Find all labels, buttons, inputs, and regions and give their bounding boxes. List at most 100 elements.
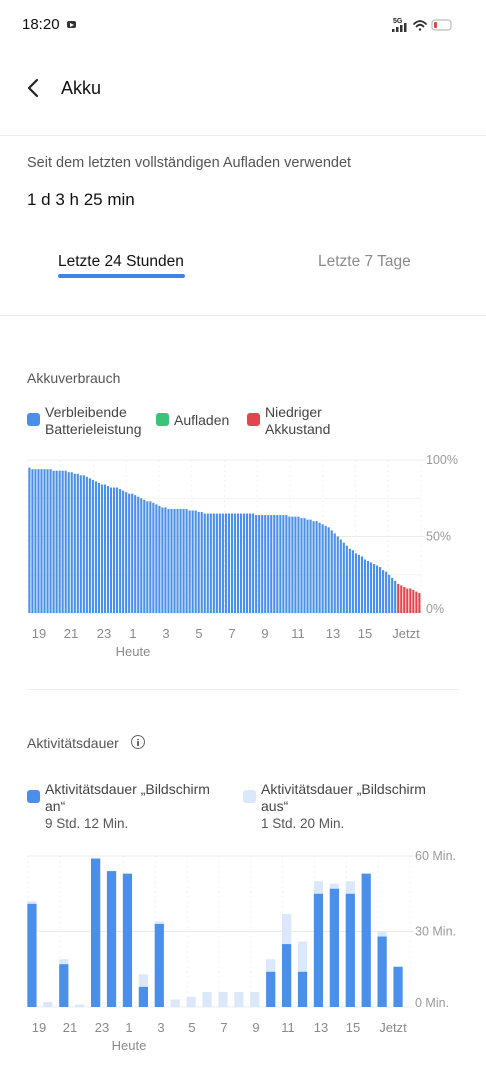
page-title: Akku [61,78,102,98]
battery-bar [294,516,297,613]
battery-bar [161,507,164,613]
battery-bar [61,470,64,613]
battery-bar [55,470,58,613]
screen-on-bar [345,893,355,1007]
battery-bar [200,512,203,613]
battery-bar [128,493,131,613]
info-icon[interactable] [131,735,145,749]
battery-bar [125,492,128,613]
battery-bar [146,501,149,613]
y-tick-label: 60 Min. [415,849,456,863]
battery-bar [249,513,252,613]
screen-off-bar [297,941,308,972]
battery-bar [206,513,209,613]
legend-screen-off-value: 1 Std. 20 Min. [261,816,345,831]
battery-bar [315,521,318,613]
battery-bar [97,482,101,613]
battery-bar [140,498,143,613]
screen-off-bar [234,991,244,1007]
battery-bar [188,510,191,613]
usage-duration: 1 d 3 h 25 min [27,190,135,209]
battery-bar [218,513,221,613]
battery-bar [354,553,357,613]
battery-bar [119,489,122,613]
battery-bar [285,515,288,613]
battery-bar [242,513,246,613]
x-tick-label: 11 [291,626,305,641]
legend-swatch-charging [156,413,169,426]
legend-screen-on-line2: an“ [45,798,66,814]
battery-bar [339,539,342,613]
screen-on-bar [377,936,387,1007]
battery-bar [418,593,421,613]
battery-bar [385,571,388,613]
battery-bar [91,479,94,613]
x-tick-label: 23 [95,1020,109,1035]
battery-bar [276,515,279,613]
battery-usage-title: Akkuverbrauch [27,370,121,386]
wifi-icon [413,20,427,31]
x-sublabel: Heute [116,644,151,659]
battery-bar [28,467,31,613]
screen-off-bar [186,996,196,1007]
x-tick-label: 5 [188,1020,195,1035]
tab-last-7-days[interactable]: Letzte 7 Tage [318,253,411,270]
battery-bar [388,574,391,613]
screen-off-bar [329,883,339,889]
battery-bar [109,487,113,613]
battery-bar [137,496,140,613]
battery-bar [52,470,55,613]
x-tick-label: 21 [64,626,78,641]
screen-on-bar [361,873,371,1007]
battery-bar [221,513,224,613]
battery-bar [351,550,354,613]
battery-bar [252,513,255,613]
screen-on-bar [27,903,37,1007]
battery-bar [357,554,360,613]
y-tick-label: 0 Min. [415,996,449,1010]
battery-bar [37,469,40,613]
x-tick-label: 23 [97,626,111,641]
screen-on-bar [329,888,339,1007]
battery-bar [227,513,230,613]
battery-bar [366,560,370,613]
battery-bar [345,545,348,613]
battery-bar [70,472,73,613]
battery-bar [122,490,125,613]
battery-bar [291,516,294,613]
battery-bar [397,583,400,613]
screen-on-bar [122,873,133,1007]
screen-off-bar [377,931,387,937]
battery-bar [155,504,158,613]
legend-screen-on: Aktivitätsdauer „Bildschirm an“ 9 Std. 1… [45,781,210,832]
screen-on-bar [59,964,69,1007]
battery-bar [194,510,197,613]
battery-bar [273,515,276,613]
battery-bar [179,508,182,613]
battery-icon [431,19,452,31]
battery-bar [76,473,79,613]
battery-bar [182,508,185,613]
x-tick-label: 3 [162,626,169,641]
screen-off-bar [266,959,276,972]
legend-screen-off: Aktivitätsdauer „Bildschirm aus“ 1 Std. … [261,781,426,832]
battery-bar [173,508,176,613]
battery-bar [321,524,324,613]
screen-off-bar [202,991,212,1007]
screen-off-bar [170,999,180,1007]
back-arrow-icon[interactable] [22,76,46,100]
youtube-notification-icon [67,21,76,28]
x-tick-label: 15 [346,1020,360,1035]
battery-bar [300,518,303,613]
battery-bar [67,472,70,613]
battery-bar [143,499,146,613]
tab-last-24-hours[interactable]: Letzte 24 Stunden [58,253,184,270]
legend-screen-on-line1: Aktivitätsdauer „Bildschirm [45,781,210,797]
x-tick-label: 7 [228,626,235,641]
battery-bar [264,515,267,613]
legend-screen-off-line1: Aktivitätsdauer „Bildschirm [261,781,426,797]
x-tick-label: 15 [358,626,372,641]
x-tick-label: 5 [195,626,202,641]
legend-swatch-screen-off [243,790,256,803]
screen-on-bar [106,871,117,1007]
